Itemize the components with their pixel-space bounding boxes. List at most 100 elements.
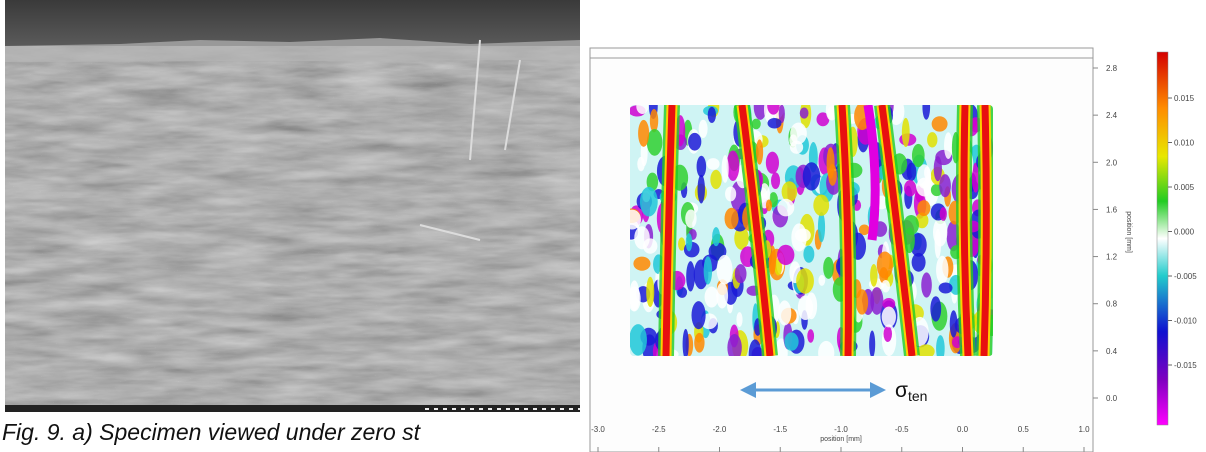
strain-blob: [883, 325, 892, 342]
strain-blob: [778, 105, 785, 124]
strain-blob: [778, 300, 792, 326]
strain-blob: [858, 224, 870, 236]
strain-band: [863, 105, 880, 241]
strain-blob: [971, 162, 980, 193]
y-tick-label: 2.4: [1106, 111, 1118, 120]
strain-blob: [916, 164, 932, 189]
strain-blob: [870, 287, 884, 315]
strain-blob: [630, 209, 642, 230]
strain-blob: [736, 312, 743, 327]
strain-blob: [685, 209, 697, 229]
strain-blob: [767, 105, 780, 115]
x-tick-label: 1.0: [1078, 425, 1090, 434]
x-axis-label: position [mm]: [820, 436, 862, 443]
y-tick-label: 1.2: [1106, 253, 1118, 262]
y-tick-label: 0.8: [1106, 300, 1118, 309]
strain-blob: [706, 158, 720, 170]
strain-blob: [879, 267, 889, 284]
strain-blob: [882, 297, 896, 310]
strain-blob: [911, 252, 926, 272]
strain-blob: [911, 143, 925, 168]
strain-blob: [922, 105, 931, 120]
strain-blob: [939, 207, 947, 221]
strain-blob: [802, 162, 821, 191]
strain-blob: [710, 169, 722, 190]
strain-blob: [698, 119, 708, 139]
strain-blob: [823, 256, 834, 279]
strain-blob: [704, 286, 719, 308]
y-tick-label: 0.0: [1106, 394, 1118, 403]
strain-blob: [646, 172, 659, 192]
strain-field: [630, 105, 993, 356]
strain-blob: [797, 295, 814, 321]
strain-blob: [649, 108, 659, 133]
strain-blob: [734, 264, 747, 284]
strain-blob: [753, 105, 767, 120]
strain-blob: [774, 258, 783, 276]
x-tick-label: 0.0: [957, 425, 969, 434]
strain-blob: [765, 199, 773, 212]
strain-band: [960, 105, 972, 356]
strain-blob: [921, 272, 932, 298]
strain-blob: [724, 207, 739, 230]
strain-blob: [633, 256, 651, 271]
strain-blob: [789, 134, 798, 147]
strain-blob: [938, 282, 953, 294]
strain-blob: [707, 106, 717, 123]
strain-blob: [686, 261, 695, 292]
y-axis-label: position [mm]: [1125, 211, 1132, 253]
annotation-subscript: ten: [908, 388, 927, 404]
strain-band: [838, 105, 852, 356]
strain-blob: [636, 105, 649, 114]
y-tick-label: 2.0: [1106, 158, 1118, 167]
strain-blob: [869, 330, 876, 356]
colorbar-tick-label: 0.000: [1174, 228, 1195, 237]
strain-blob: [825, 105, 836, 121]
strain-blob: [777, 244, 795, 266]
colorbar-tick-label: -0.005: [1174, 272, 1197, 281]
strain-blob: [934, 228, 942, 259]
strain-blob: [796, 268, 814, 294]
annotation: σten: [895, 379, 927, 404]
strain-blob: [903, 180, 917, 197]
strain-blob: [949, 310, 958, 338]
x-tick-label: -1.0: [834, 425, 848, 434]
strain-blob: [881, 279, 891, 293]
colorbar-tick-label: -0.010: [1174, 317, 1197, 326]
strain-blob: [688, 132, 702, 151]
strain-blob: [678, 237, 686, 251]
strain-band: [878, 105, 916, 356]
strain-blob: [748, 339, 762, 356]
x-tick-label: -2.0: [713, 425, 727, 434]
x-tick-label: -0.5: [895, 425, 909, 434]
strain-blob: [727, 333, 742, 356]
caption: Fig. 9. a) Specimen viewed under zero st: [2, 419, 422, 445]
strain-blob: [767, 118, 782, 129]
strain-blob: [721, 155, 729, 183]
strain-blob: [816, 112, 830, 127]
y-tick-label: 0.4: [1106, 347, 1118, 356]
strain-blob: [803, 245, 815, 263]
strain-blob: [927, 132, 938, 148]
x-tick-label: -2.5: [652, 425, 666, 434]
strain-blob: [944, 132, 953, 160]
strain-blob: [817, 211, 826, 243]
strain-blob: [770, 172, 781, 190]
strain-blob: [936, 335, 945, 356]
strain-blob: [936, 255, 949, 285]
strain-blob: [734, 226, 749, 250]
strain-blob: [725, 186, 737, 202]
strain-blob: [774, 338, 788, 356]
strain-blob: [784, 332, 799, 351]
strain-band: [980, 105, 990, 356]
colorbar-tick-label: 0.015: [1174, 94, 1195, 103]
x-tick-label: -1.5: [773, 425, 787, 434]
strain-blob: [634, 226, 650, 250]
strain-blob: [639, 186, 658, 217]
strain-blob: [807, 329, 815, 343]
strain-blob: [933, 156, 942, 182]
strain-blob: [917, 200, 931, 217]
strain-blob: [755, 139, 764, 165]
